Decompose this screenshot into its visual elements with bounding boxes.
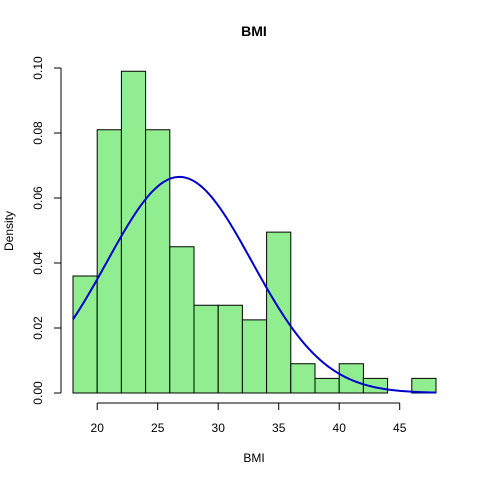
histogram-bar (411, 377, 437, 394)
histogram-bar (120, 70, 147, 394)
histogram-bar (169, 246, 195, 394)
y-tick-label: 0.06 (31, 186, 45, 210)
x-tick-label: 25 (151, 421, 165, 435)
y-axis-title: Density (2, 211, 16, 251)
histogram-bar (217, 304, 243, 394)
histogram-bar (338, 363, 364, 394)
histogram-bar (241, 319, 268, 394)
y-axis: 0.00 0.02 0.04 0.06 0.08 0.10 (31, 56, 62, 405)
x-axis-title: BMI (243, 451, 264, 465)
x-tick-label: 30 (212, 421, 226, 435)
y-tick-label: 0.00 (31, 381, 45, 405)
histogram-bar (72, 275, 98, 394)
normal-density-curve (72, 175, 437, 394)
y-tick-label: 0.10 (31, 56, 45, 80)
chart-title: BMI (241, 23, 267, 39)
x-tick-label: 20 (91, 421, 105, 435)
density-curve-layer (72, 175, 437, 394)
histogram-bar (145, 129, 171, 394)
x-axis: 20 25 30 35 40 45 (91, 402, 407, 435)
histogram-bars (72, 70, 437, 394)
x-tick-label: 35 (272, 421, 286, 435)
histogram-bar (266, 231, 292, 394)
histogram-bar (290, 363, 316, 394)
histogram-bar (96, 129, 122, 394)
y-tick-label: 0.02 (31, 316, 45, 340)
x-tick-label: 40 (333, 421, 347, 435)
histogram-bar (193, 304, 219, 394)
y-tick-label: 0.08 (31, 121, 45, 145)
histogram-bar (314, 377, 340, 394)
x-tick-label: 45 (393, 421, 407, 435)
y-tick-label: 0.04 (31, 251, 45, 275)
